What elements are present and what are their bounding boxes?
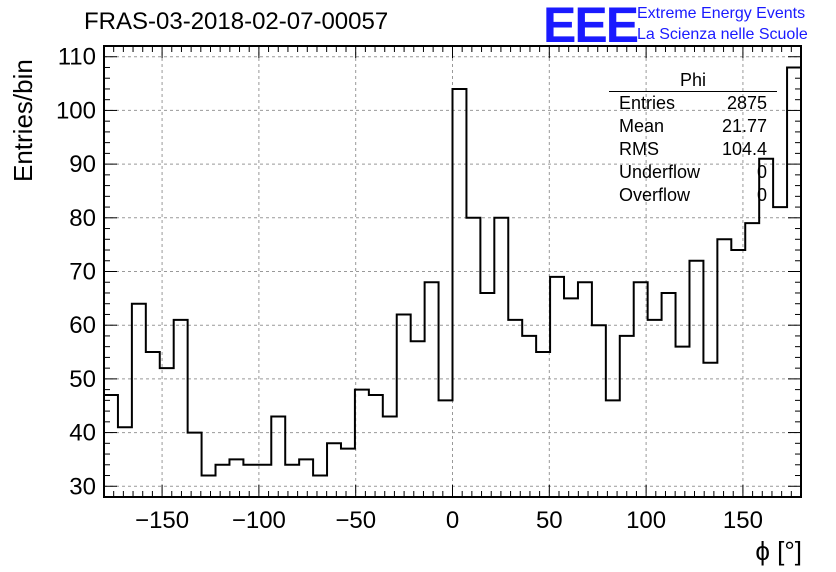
stats-value: 0 (756, 162, 767, 182)
stats-key: Entries (619, 93, 676, 113)
stats-value: 0 (756, 185, 767, 205)
stats-title: Phi (609, 69, 777, 92)
logo-line-2: La Scienza nelle Scuole (637, 26, 808, 43)
x-axis-ticks: −150 −100 −50 0 50 100 150 (113, 46, 792, 534)
x-tick-label: −50 (335, 507, 376, 534)
y-axis-label: Entries/bin (8, 59, 38, 182)
y-axis-ticks: 30 40 50 60 70 80 90 100 110 (56, 44, 801, 500)
x-tick-label: 50 (536, 507, 563, 534)
x-tick-label: 0 (446, 507, 459, 534)
x-tick-label: −100 (232, 507, 286, 534)
logo-line-1: Extreme Energy Events (637, 5, 806, 22)
y-tick-label: 100 (56, 97, 96, 124)
stats-value: 21.77 (721, 116, 767, 136)
y-tick-label: 110 (58, 44, 96, 71)
eee-logo: EEE (543, 0, 639, 53)
x-tick-label: 150 (723, 507, 763, 534)
y-tick-label: 40 (69, 420, 96, 447)
stats-box: Phi Entries 2875 Mean 21.77 RMS 104.4 Un… (609, 69, 777, 207)
stats-row-mean: Mean 21.77 (609, 115, 777, 138)
chart-title: FRAS-03-2018-02-07-00057 (84, 8, 389, 35)
stats-key: Overflow (619, 185, 691, 205)
stats-key: Mean (619, 116, 665, 136)
stats-value: 104.4 (721, 139, 767, 159)
stats-row-underflow: Underflow 0 (609, 161, 777, 184)
logo-caption: Extreme Energy Events La Scienza nelle S… (637, 3, 808, 45)
stats-row-rms: RMS 104.4 (609, 138, 777, 161)
x-tick-label: −150 (135, 507, 189, 534)
y-tick-label: 80 (69, 205, 96, 232)
y-tick-label: 30 (69, 473, 96, 500)
stats-row-overflow: Overflow 0 (609, 184, 777, 207)
x-axis-label: ϕ [°] (755, 536, 802, 566)
y-tick-label: 50 (69, 366, 96, 393)
x-tick-label: 100 (626, 507, 666, 534)
stats-row-entries: Entries 2875 (609, 92, 777, 115)
histogram-line (103, 66, 802, 497)
stats-value: 2875 (726, 93, 767, 113)
stats-key: Underflow (619, 162, 701, 182)
y-tick-label: 60 (69, 312, 96, 339)
y-tick-label: 90 (69, 151, 96, 178)
y-tick-label: 70 (69, 259, 96, 286)
stats-key: RMS (619, 139, 659, 159)
